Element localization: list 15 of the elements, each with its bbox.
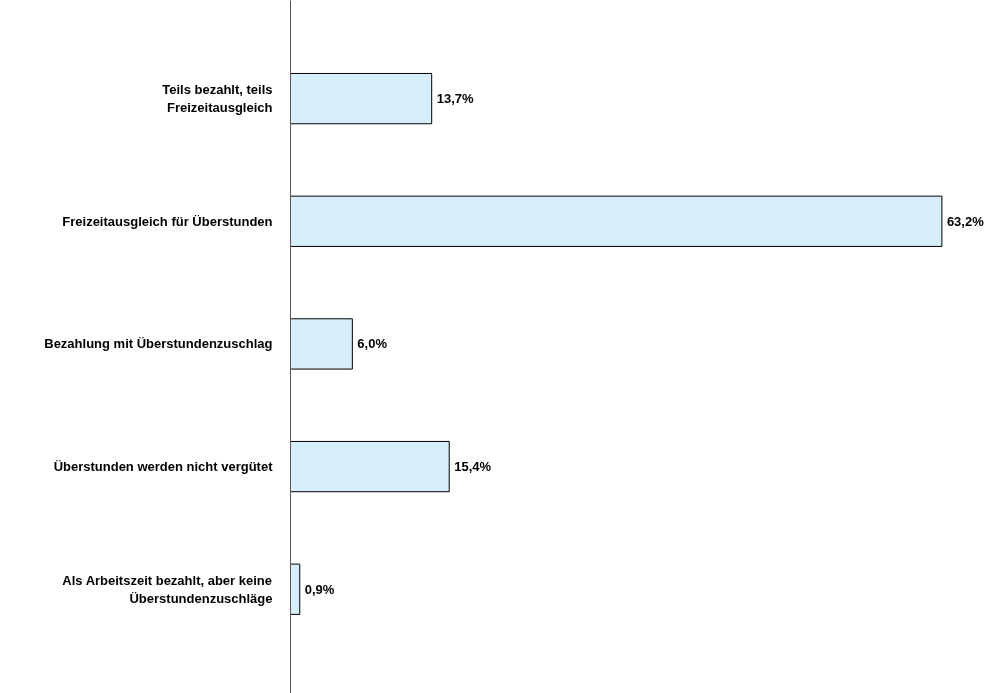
y-tick-label: Freizeitausgleich für Überstunden <box>62 213 273 229</box>
data-label: 63,2% <box>946 213 985 229</box>
y-tick-label: Überstunden werden nicht vergütet <box>53 459 274 475</box>
y-tick-label: Als Arbeitszeit bezahlt, aber keine Überstundenzuschläge <box>62 572 273 606</box>
data-label: 15,4% <box>454 459 492 475</box>
data-label: 6,0% <box>357 336 388 352</box>
y-tick-label: Teils bezahlt, teils Freizeitausgleich <box>162 82 273 116</box>
bar <box>290 318 353 370</box>
data-label: 0,9% <box>304 581 335 597</box>
data-label: 13,7% <box>436 91 474 107</box>
bar <box>290 440 450 493</box>
bar <box>290 563 301 615</box>
bar <box>290 72 433 125</box>
y-tick-label: Bezahlung mit Überstundenzuschlag <box>44 336 273 352</box>
bar <box>290 195 943 247</box>
